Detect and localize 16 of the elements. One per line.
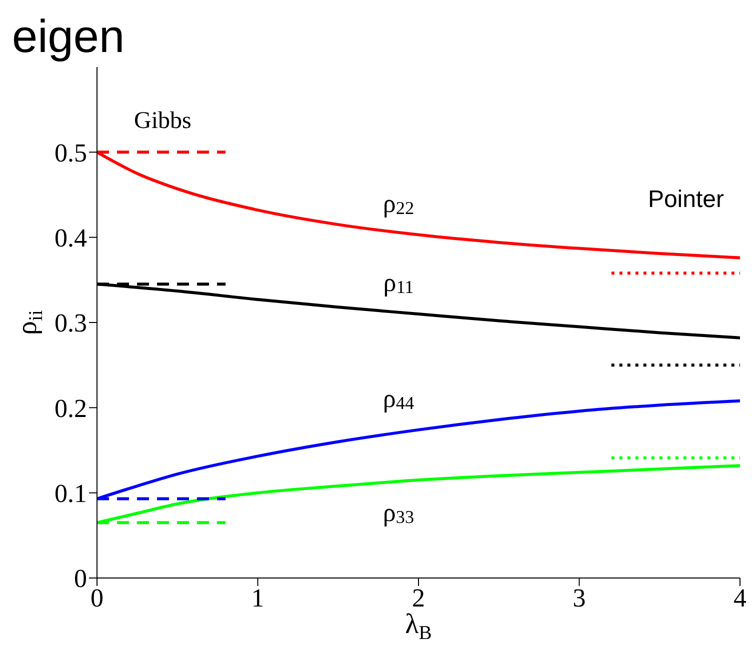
x-tick-label: 1 (251, 583, 264, 612)
x-tick-label: 4 (734, 583, 746, 612)
annotation: Gibbs (134, 108, 192, 135)
y-tick-label: 0.1 (54, 479, 87, 508)
y-tick-label: 0.5 (54, 138, 87, 168)
series-label: ρ$_{44}$ (382, 383, 414, 414)
series-label: ρ$_{11}$ (383, 267, 414, 298)
y-tick-label: 0.2 (54, 394, 87, 423)
series-label: ρ$_{33}$ (382, 498, 414, 528)
chart-title: eigen (12, 9, 125, 64)
annotation: Pointer (648, 186, 724, 214)
y-tick-label: 0.4 (54, 224, 87, 253)
x-tick-label: 3 (572, 583, 586, 612)
series-label: ρ$_{22}$ (382, 188, 414, 218)
y-tick-label: 0.3 (54, 308, 87, 338)
y-tick-label: 0 (74, 564, 87, 594)
